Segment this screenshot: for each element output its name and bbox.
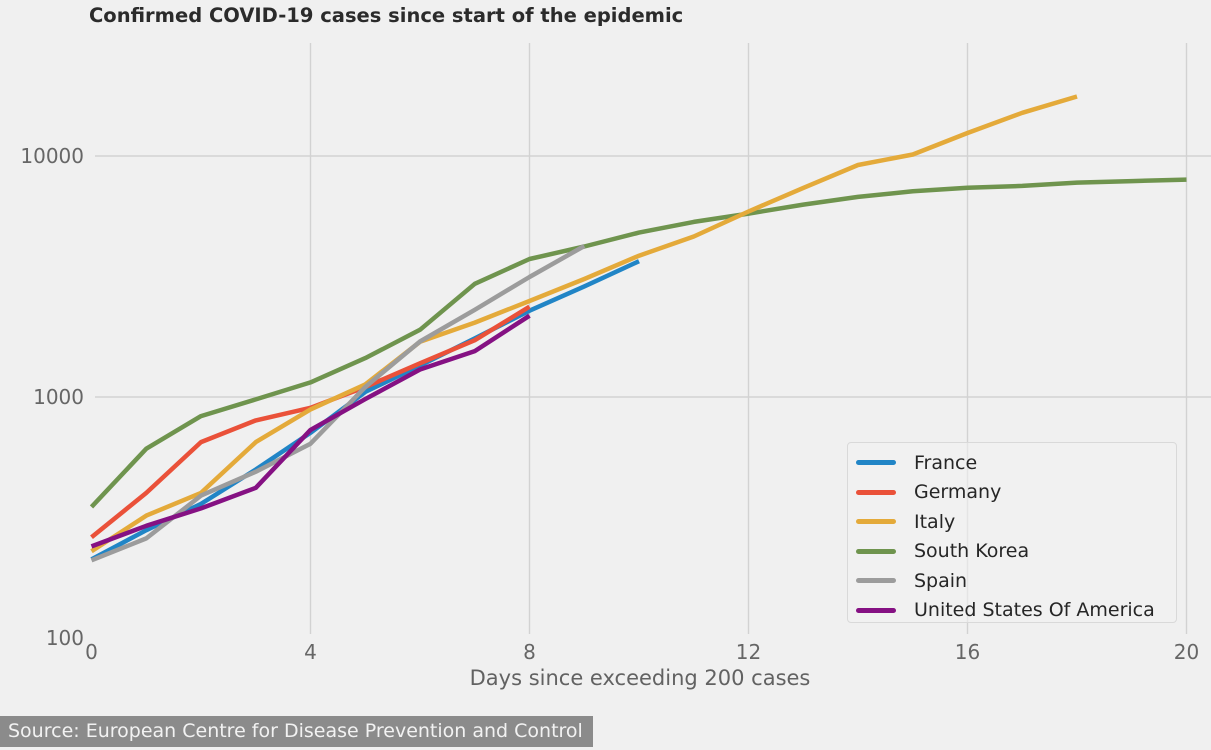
legend-label: Italy (914, 510, 956, 533)
legend-swatch-icon (856, 607, 896, 613)
legend-item: Spain (856, 566, 1176, 596)
x-tick-label: 4 (304, 640, 317, 664)
legend-item: France (856, 448, 1176, 478)
legend-label: France (914, 451, 978, 474)
legend-item: United States Of America (856, 596, 1176, 626)
x-tick-label: 12 (736, 640, 761, 664)
series-line-italy (90, 94, 1078, 554)
x-tick-label: 8 (523, 640, 536, 664)
y-tick-label: 1000 (33, 385, 84, 409)
legend: France Germany Italy South Korea Spain United… (847, 442, 1177, 623)
legend-swatch-icon (856, 489, 896, 495)
legend-swatch-icon (856, 578, 896, 584)
legend-label: South Korea (914, 540, 1030, 563)
legend-item: Germany (856, 478, 1176, 508)
legend-swatch-icon (856, 519, 896, 525)
legend-label: United States Of America (914, 599, 1155, 622)
legend-label: Spain (914, 569, 968, 592)
legend-label: Germany (914, 481, 1002, 504)
series-line-spain (90, 244, 586, 563)
chart-title: Confirmed COVID-19 cases since start of … (89, 4, 684, 27)
y-tick-label: 100 (46, 626, 84, 650)
series-line-united-states-of-america (90, 313, 531, 549)
x-tick-label: 0 (85, 640, 98, 664)
series-line-south-korea (89, 177, 1187, 509)
x-tick-label: 16 (955, 640, 980, 664)
source-note: Source: European Centre for Disease Prev… (0, 716, 593, 747)
y-tick-label: 10000 (20, 144, 84, 168)
legend-swatch-icon (856, 548, 896, 554)
legend-swatch-icon (856, 460, 896, 466)
x-axis-label: Days since exceeding 200 cases (469, 666, 811, 690)
legend-item: South Korea (856, 537, 1176, 567)
x-tick-label: 20 (1174, 640, 1199, 664)
legend-item: Italy (856, 507, 1176, 537)
